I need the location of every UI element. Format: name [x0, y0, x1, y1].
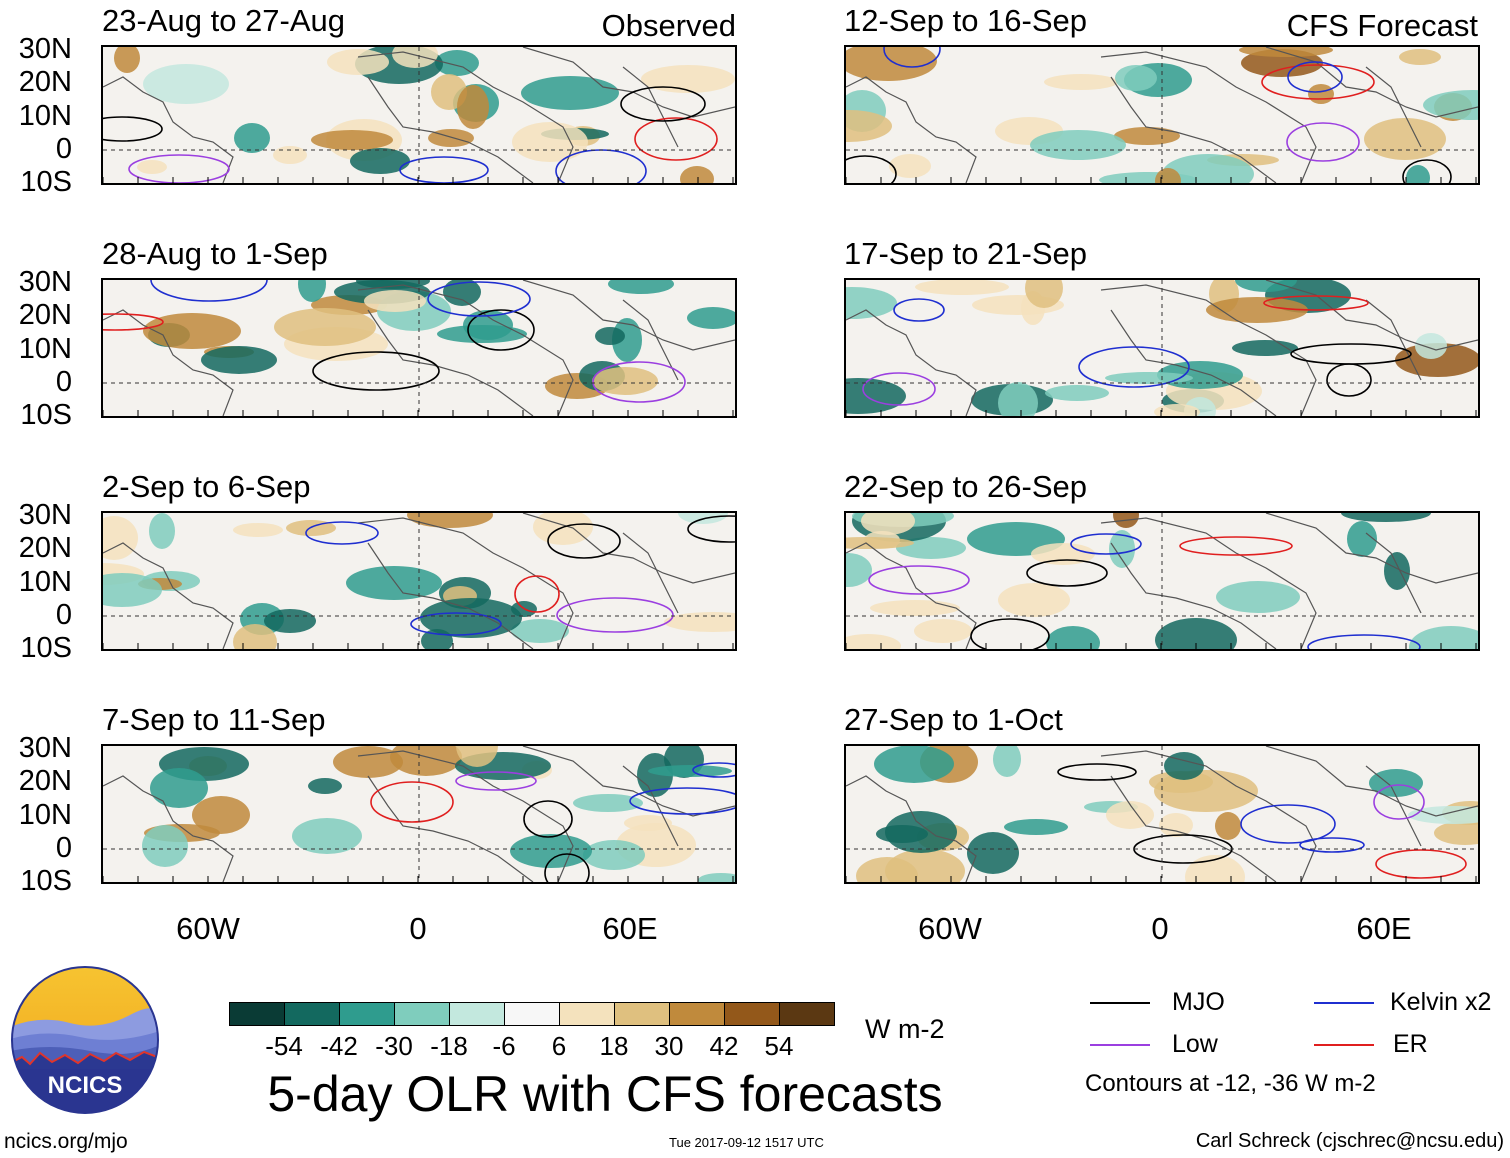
colorbar-swatch — [669, 1002, 725, 1026]
lat-label: 0 — [55, 599, 72, 631]
lat-label: 30N — [18, 499, 72, 531]
observed-label: Observed — [601, 8, 736, 43]
legend-label-low: Low — [1172, 1030, 1218, 1058]
colorbar-swatch — [284, 1002, 340, 1026]
olr-anomaly-map — [103, 280, 735, 416]
olr-map-panel — [101, 278, 737, 418]
ncics-logo: NCICS — [10, 965, 160, 1115]
lat-label: 10N — [18, 799, 72, 831]
panel-title: 23-Aug to 27-Aug — [102, 3, 346, 38]
lon-label-0: 0 — [1151, 911, 1169, 946]
footer-url[interactable]: ncics.org/mjo — [4, 1130, 128, 1153]
lat-label: 10S — [20, 166, 72, 198]
olr-map-panel — [101, 511, 737, 651]
panel-title: 27-Sep to 1-Oct — [844, 702, 1063, 737]
olr-map-panel — [844, 744, 1480, 884]
colorbar-tick-label: -18 — [430, 1031, 468, 1061]
footer-timestamp: Tue 2017-09-12 1517 UTC — [669, 1135, 824, 1150]
colorbar-tick-label: 54 — [764, 1031, 794, 1061]
chart-title: 5-day OLR with CFS forecasts — [267, 1066, 943, 1122]
lat-label: 10N — [18, 100, 72, 132]
panel-title: 12-Sep to 16-Sep — [844, 3, 1088, 38]
colorbar-units: W m-2 — [865, 1014, 945, 1044]
footer-credit: Carl Schreck (cjschrec@ncsu.edu) — [1195, 1130, 1504, 1152]
legend-line-low — [1090, 1044, 1150, 1046]
legend-label-er: ER — [1393, 1030, 1428, 1058]
cfs-forecast-label: CFS Forecast — [1286, 8, 1478, 43]
lat-label: 30N — [18, 732, 72, 764]
lat-label: 20N — [18, 299, 72, 331]
lon-label-0: 0 — [409, 911, 427, 946]
lat-label: 30N — [18, 33, 72, 65]
olr-map-panel — [101, 45, 737, 185]
olr-anomaly-map — [846, 280, 1478, 416]
panel-title: 7-Sep to 11-Sep — [102, 702, 326, 737]
panel-title: 2-Sep to 6-Sep — [102, 469, 311, 504]
lat-label: 20N — [18, 765, 72, 797]
colorbar-swatch — [504, 1002, 560, 1026]
lon-label-60w: 60W — [176, 911, 240, 946]
colorbar-swatch — [339, 1002, 395, 1026]
olr-anomaly-map — [103, 513, 735, 649]
olr-map-panel — [844, 278, 1480, 418]
colorbar-swatch — [614, 1002, 670, 1026]
colorbar-swatch — [394, 1002, 450, 1026]
colorbar — [229, 1002, 835, 1026]
olr-anomaly-map — [846, 746, 1478, 882]
olr-map-panel — [844, 511, 1480, 651]
colorbar-swatch — [724, 1002, 780, 1026]
panel-title: 22-Sep to 26-Sep — [844, 469, 1088, 504]
legend-label-kelvin: Kelvin x2 — [1390, 988, 1492, 1016]
lat-label: 30N — [18, 266, 72, 298]
olr-anomaly-map — [103, 47, 735, 183]
colorbar-swatch — [779, 1002, 835, 1026]
lat-label: 10S — [20, 399, 72, 431]
legend-line-mjo — [1090, 1002, 1150, 1004]
lat-label: 10N — [18, 333, 72, 365]
lat-label: 0 — [55, 133, 72, 165]
contour-note: Contours at -12, -36 W m-2 — [1085, 1070, 1376, 1097]
lat-label: 0 — [55, 366, 72, 398]
lon-label-60w: 60W — [918, 911, 982, 946]
colorbar-tick-label: -42 — [320, 1031, 358, 1061]
colorbar-swatch — [449, 1002, 505, 1026]
legend-label-mjo: MJO — [1172, 988, 1225, 1016]
lat-label: 20N — [18, 66, 72, 98]
colorbar-tick-label: -54 — [265, 1031, 303, 1061]
lon-label-60e: 60E — [1356, 911, 1412, 946]
legend-line-er — [1314, 1044, 1374, 1046]
panel-title: 17-Sep to 21-Sep — [844, 236, 1088, 271]
lat-label: 10N — [18, 566, 72, 598]
olr-map-panel — [844, 45, 1480, 185]
colorbar-tick-label: -30 — [375, 1031, 413, 1061]
lat-label: 10S — [20, 865, 72, 897]
colorbar-tick-label: 42 — [709, 1031, 739, 1061]
lat-label: 20N — [18, 532, 72, 564]
olr-anomaly-map — [846, 47, 1478, 183]
logo-text: NCICS — [48, 1072, 123, 1099]
lat-label: 10S — [20, 632, 72, 664]
colorbar-swatch — [229, 1002, 285, 1026]
olr-anomaly-map — [846, 513, 1478, 649]
lat-label: 0 — [55, 832, 72, 864]
olr-map-panel — [101, 744, 737, 884]
colorbar-tick-label: 30 — [654, 1031, 684, 1061]
legend-line-kelvin — [1314, 1002, 1374, 1004]
colorbar-tick-label: 6 — [551, 1031, 567, 1061]
colorbar-tick-label: -6 — [492, 1031, 516, 1061]
olr-anomaly-map — [103, 746, 735, 882]
colorbar-swatch — [559, 1002, 615, 1026]
colorbar-tick-label: 18 — [599, 1031, 629, 1061]
lon-label-60e: 60E — [602, 911, 658, 946]
panel-title: 28-Aug to 1-Sep — [102, 236, 328, 271]
